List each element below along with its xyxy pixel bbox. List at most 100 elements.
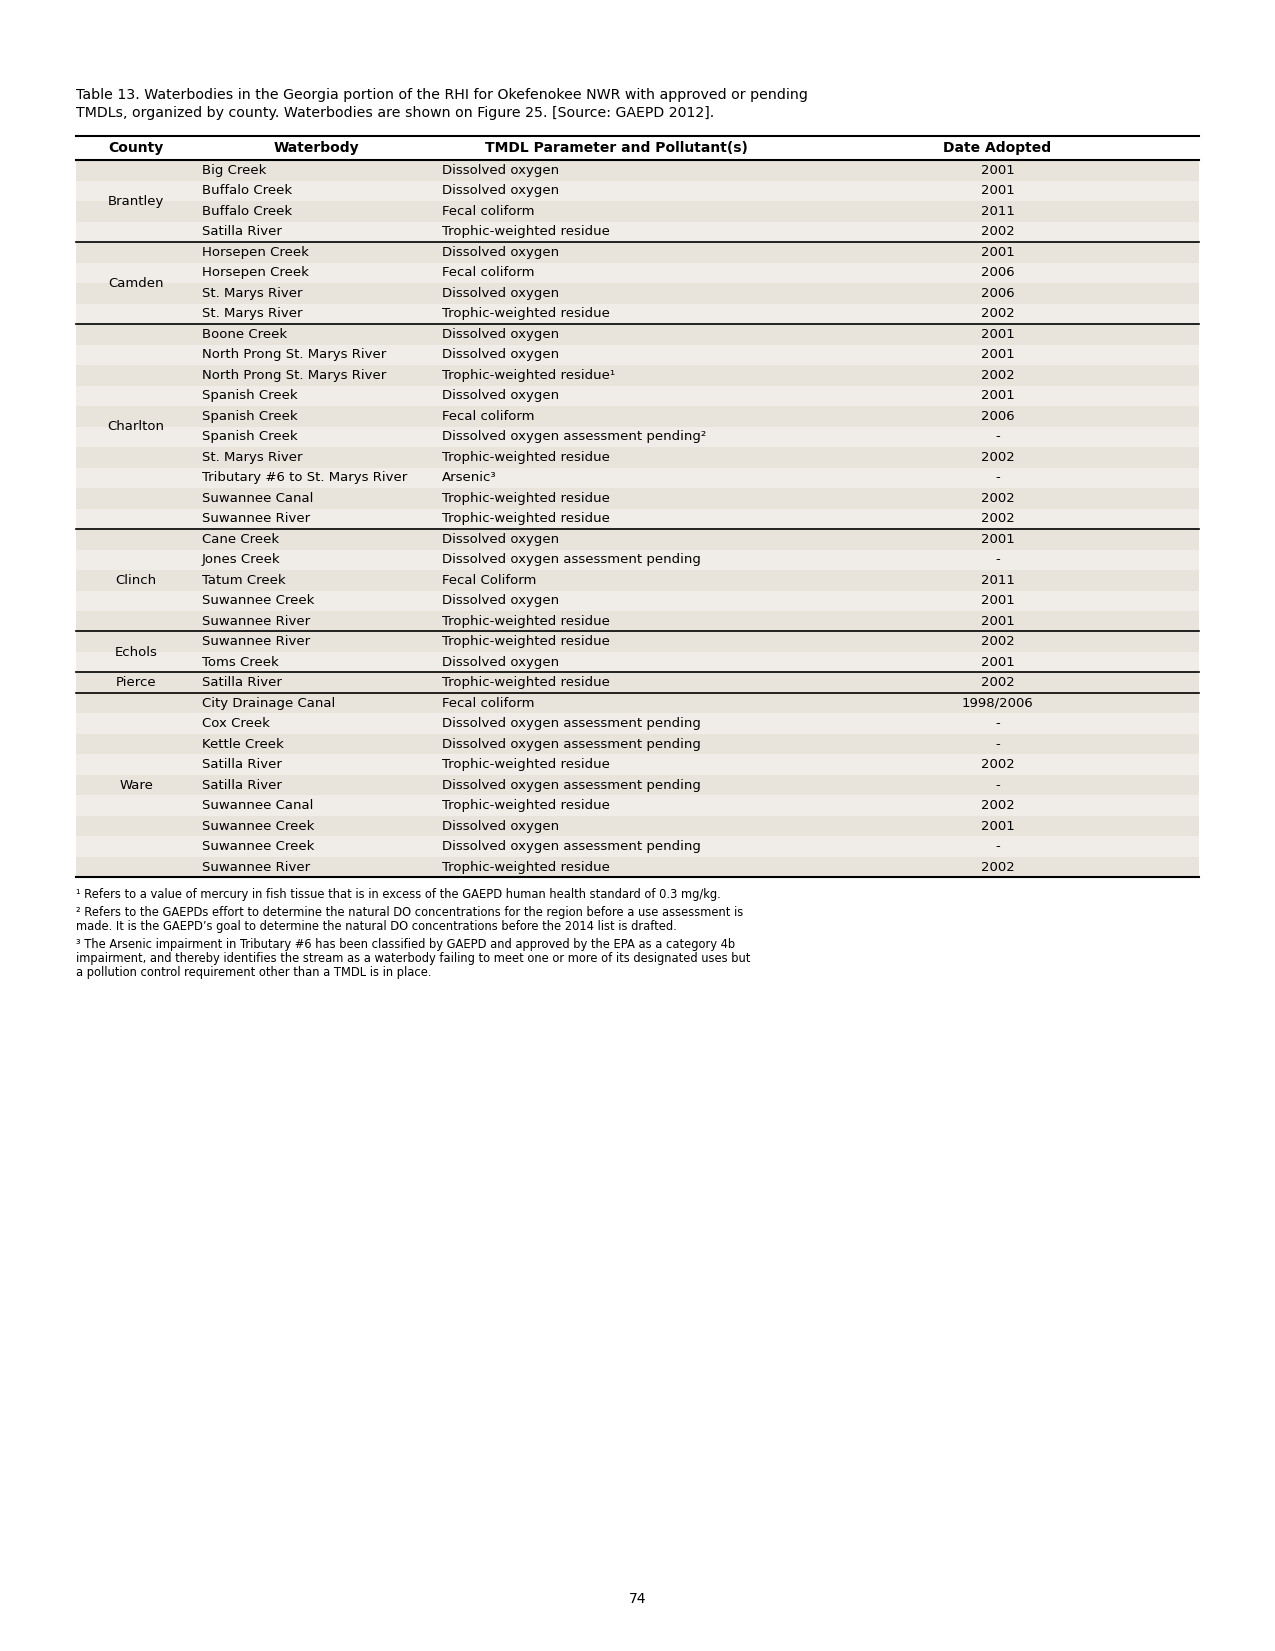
Text: Trophic-weighted residue: Trophic-weighted residue [442, 307, 609, 320]
Bar [76, 693, 1198, 713]
Bar [76, 652, 1198, 672]
Text: 2002: 2002 [980, 492, 1015, 505]
Text: Dissolved oxygen assessment pending: Dissolved oxygen assessment pending [442, 738, 701, 751]
Text: 2002: 2002 [980, 451, 1015, 464]
Text: made. It is the GAEPD’s goal to determine the natural DO concentrations before t: made. It is the GAEPD’s goal to determin… [76, 920, 677, 933]
Text: Suwannee River: Suwannee River [201, 512, 310, 525]
Bar [76, 406, 1198, 426]
Text: ² Refers to the GAEPDs effort to determine the natural DO concentrations for the: ² Refers to the GAEPDs effort to determi… [76, 905, 743, 918]
Text: 2001: 2001 [980, 655, 1015, 669]
Text: County: County [108, 140, 163, 155]
Text: Big Creek: Big Creek [201, 163, 266, 177]
Bar [76, 611, 1198, 631]
Text: Buffalo Creek: Buffalo Creek [201, 205, 292, 218]
Text: Cane Creek: Cane Creek [201, 533, 279, 546]
Bar [76, 528, 1198, 550]
Bar [76, 735, 1198, 755]
Text: 2001: 2001 [980, 348, 1015, 362]
Bar [76, 837, 1198, 857]
Text: Fecal Coliform: Fecal Coliform [442, 575, 537, 586]
Text: ¹ Refers to a value of mercury in fish tissue that is in excess of the GAEPD hum: ¹ Refers to a value of mercury in fish t… [76, 888, 720, 900]
Bar [76, 713, 1198, 735]
Text: impairment, and thereby identifies the stream as a waterbody failing to meet one: impairment, and thereby identifies the s… [76, 951, 751, 964]
Text: -: - [994, 717, 1000, 730]
Bar [76, 180, 1198, 201]
Text: -: - [994, 840, 1000, 854]
Text: Fecal coliform: Fecal coliform [442, 205, 534, 218]
Bar [76, 755, 1198, 774]
Bar [76, 365, 1198, 385]
Text: Dissolved oxygen: Dissolved oxygen [442, 348, 560, 362]
Bar [76, 591, 1198, 611]
Text: TMDL Parameter and Pollutant(s): TMDL Parameter and Pollutant(s) [484, 140, 747, 155]
Text: Clinch: Clinch [116, 575, 157, 586]
Text: Dissolved oxygen: Dissolved oxygen [442, 390, 560, 403]
Bar [76, 447, 1198, 467]
Text: 2002: 2002 [980, 225, 1015, 238]
Text: 2001: 2001 [980, 390, 1015, 403]
Bar [76, 570, 1198, 591]
Text: Trophic-weighted residue: Trophic-weighted residue [442, 677, 609, 688]
Text: Spanish Creek: Spanish Creek [201, 409, 297, 423]
Bar [76, 282, 1198, 304]
Bar [76, 857, 1198, 877]
Text: Dissolved oxygen: Dissolved oxygen [442, 533, 560, 546]
Text: ³ The Arsenic impairment in Tributary #6 has been classified by GAEPD and approv: ³ The Arsenic impairment in Tributary #6… [76, 938, 736, 951]
Text: Camden: Camden [108, 276, 163, 289]
Text: 2002: 2002 [980, 636, 1015, 649]
Bar [76, 467, 1198, 489]
Text: Fecal coliform: Fecal coliform [442, 697, 534, 710]
Text: Trophic-weighted residue: Trophic-weighted residue [442, 758, 609, 771]
Text: Satilla River: Satilla River [201, 779, 282, 792]
Text: Suwannee Creek: Suwannee Creek [201, 594, 315, 608]
Text: Dissolved oxygen: Dissolved oxygen [442, 821, 560, 832]
Text: 2001: 2001 [980, 821, 1015, 832]
Text: Suwannee River: Suwannee River [201, 860, 310, 873]
Text: Waterbody: Waterbody [273, 140, 358, 155]
Text: -: - [994, 471, 1000, 484]
Text: -: - [994, 553, 1000, 566]
Text: Dissolved oxygen assessment pending: Dissolved oxygen assessment pending [442, 840, 701, 854]
Bar [76, 160, 1198, 180]
Bar [76, 263, 1198, 282]
Text: Boone Creek: Boone Creek [201, 329, 287, 340]
Text: Suwannee Creek: Suwannee Creek [201, 840, 315, 854]
Bar [76, 201, 1198, 221]
Text: Cox Creek: Cox Creek [201, 717, 270, 730]
Text: Suwannee Canal: Suwannee Canal [201, 799, 314, 812]
Text: Dissolved oxygen assessment pending: Dissolved oxygen assessment pending [442, 553, 701, 566]
Text: St. Marys River: St. Marys River [201, 451, 302, 464]
Text: Toms Creek: Toms Creek [201, 655, 279, 669]
Text: Jones Creek: Jones Creek [201, 553, 280, 566]
Text: Fecal coliform: Fecal coliform [442, 409, 534, 423]
Text: -: - [994, 738, 1000, 751]
Bar [76, 345, 1198, 365]
Text: Horsepen Creek: Horsepen Creek [201, 266, 309, 279]
Text: 2006: 2006 [980, 266, 1015, 279]
Text: 2001: 2001 [980, 246, 1015, 259]
Text: North Prong St. Marys River: North Prong St. Marys River [201, 348, 386, 362]
Bar [76, 243, 1198, 263]
Text: 1998/2006: 1998/2006 [961, 697, 1033, 710]
Text: Dissolved oxygen: Dissolved oxygen [442, 655, 560, 669]
Text: Dissolved oxygen: Dissolved oxygen [442, 185, 560, 196]
Text: 2001: 2001 [980, 614, 1015, 627]
Bar [76, 672, 1198, 693]
Text: 2011: 2011 [980, 205, 1015, 218]
Text: 2001: 2001 [980, 329, 1015, 340]
Text: 2002: 2002 [980, 860, 1015, 873]
Text: Trophic-weighted residue: Trophic-weighted residue [442, 860, 609, 873]
Bar [76, 816, 1198, 837]
Bar [76, 550, 1198, 570]
Text: 2002: 2002 [980, 512, 1015, 525]
Bar [76, 304, 1198, 324]
Bar [76, 324, 1198, 345]
Text: Dissolved oxygen assessment pending: Dissolved oxygen assessment pending [442, 717, 701, 730]
Text: Satilla River: Satilla River [201, 225, 282, 238]
Text: 2001: 2001 [980, 533, 1015, 546]
Text: Dissolved oxygen: Dissolved oxygen [442, 163, 560, 177]
Text: Spanish Creek: Spanish Creek [201, 431, 297, 442]
Text: 2002: 2002 [980, 758, 1015, 771]
Text: St. Marys River: St. Marys River [201, 287, 302, 300]
Text: Arsenic³: Arsenic³ [442, 471, 497, 484]
